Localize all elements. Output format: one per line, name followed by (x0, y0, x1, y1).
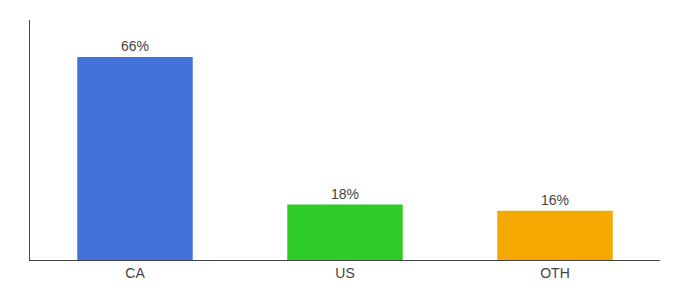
svg-text:66%: 66% (121, 38, 149, 54)
svg-text:18%: 18% (331, 186, 359, 202)
svg-text:16%: 16% (541, 192, 569, 208)
svg-text:CA: CA (125, 265, 145, 281)
svg-text:US: US (335, 265, 354, 281)
svg-text:OTH: OTH (540, 265, 570, 281)
